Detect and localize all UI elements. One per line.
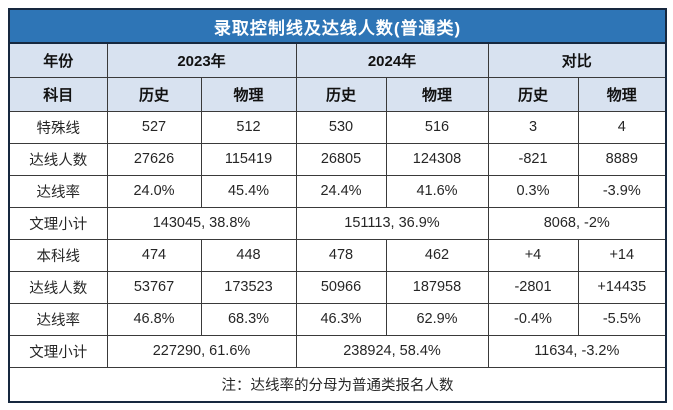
cell: 3 [487, 110, 579, 144]
header-compare-physics: 物理 [577, 76, 667, 112]
cell: 530 [295, 110, 387, 144]
cell: 115419 [200, 142, 297, 176]
cell: +14435 [577, 270, 667, 304]
cell: 24.4% [295, 174, 387, 208]
cell-merged: 238924, 58.4% [295, 334, 489, 368]
cell: -821 [487, 142, 579, 176]
cell-merged: 151113, 36.9% [295, 206, 489, 240]
cell: 478 [295, 238, 387, 272]
cell: 0.3% [487, 174, 579, 208]
cell-merged: 11634, -3.2% [487, 334, 667, 368]
cell: 41.6% [385, 174, 489, 208]
cell: -3.9% [577, 174, 667, 208]
cell: -0.4% [487, 302, 579, 336]
cell: +14 [577, 238, 667, 272]
header-2024-history: 历史 [295, 76, 387, 112]
cell: 53767 [106, 270, 202, 304]
cell: 24.0% [106, 174, 202, 208]
cell-merged: 8068, -2% [487, 206, 667, 240]
table-row: 达线人数 53767 173523 50966 187958 -2801 +14… [8, 270, 667, 304]
cell: 27626 [106, 142, 202, 176]
cell: 46.8% [106, 302, 202, 336]
cell-merged: 227290, 61.6% [106, 334, 297, 368]
cell: 50966 [295, 270, 387, 304]
cell-merged: 143045, 38.8% [106, 206, 297, 240]
table-row: 达线率 46.8% 68.3% 46.3% 62.9% -0.4% -5.5% [8, 302, 667, 336]
cell: 474 [106, 238, 202, 272]
cell: +4 [487, 238, 579, 272]
table-row: 达线人数 27626 115419 26805 124308 -821 8889 [8, 142, 667, 176]
header-compare-history: 历史 [487, 76, 579, 112]
table-row-merged: 文理小计 227290, 61.6% 238924, 58.4% 11634, … [8, 334, 667, 368]
row-label: 文理小计 [8, 206, 108, 240]
row-label: 文理小计 [8, 334, 108, 368]
row-label: 达线人数 [8, 142, 108, 176]
table-title: 录取控制线及达线人数(普通类) [7, 8, 668, 44]
row-label: 本科线 [8, 238, 108, 272]
cell: 45.4% [200, 174, 297, 208]
header-2023-history: 历史 [106, 76, 202, 112]
header-2023: 2023年 [106, 42, 297, 78]
header-2024-physics: 物理 [385, 76, 489, 112]
table-row-merged: 文理小计 143045, 38.8% 151113, 36.9% 8068, -… [8, 206, 667, 240]
table-row: 本科线 474 448 478 462 +4 +14 [8, 238, 667, 272]
row-label: 达线率 [8, 174, 108, 208]
cell: 527 [106, 110, 202, 144]
cell: 26805 [295, 142, 387, 176]
row-label: 特殊线 [8, 110, 108, 144]
header-compare: 对比 [487, 42, 667, 78]
cell: 124308 [385, 142, 489, 176]
cell: 4 [577, 110, 667, 144]
cell: 62.9% [385, 302, 489, 336]
cell: 46.3% [295, 302, 387, 336]
cell: -5.5% [577, 302, 667, 336]
admission-stats-table: 录取控制线及达线人数(普通类) 年份 2023年 2024年 对比 科目 历史 … [7, 8, 668, 403]
cell: 8889 [577, 142, 667, 176]
table-row: 特殊线 527 512 530 516 3 4 [8, 110, 667, 144]
row-label: 达线率 [8, 302, 108, 336]
table-footnote: 注：达线率的分母为普通类报名人数 [8, 366, 667, 403]
cell: 173523 [200, 270, 297, 304]
cell: 68.3% [200, 302, 297, 336]
cell: 187958 [385, 270, 489, 304]
cell: 462 [385, 238, 489, 272]
table-row: 达线率 24.0% 45.4% 24.4% 41.6% 0.3% -3.9% [8, 174, 667, 208]
row-label: 达线人数 [8, 270, 108, 304]
header-year: 年份 [8, 42, 108, 78]
header-2023-physics: 物理 [200, 76, 297, 112]
header-subject: 科目 [8, 76, 108, 112]
cell: 516 [385, 110, 489, 144]
cell: 448 [200, 238, 297, 272]
cell: 512 [200, 110, 297, 144]
header-2024: 2024年 [295, 42, 489, 78]
cell: -2801 [487, 270, 579, 304]
